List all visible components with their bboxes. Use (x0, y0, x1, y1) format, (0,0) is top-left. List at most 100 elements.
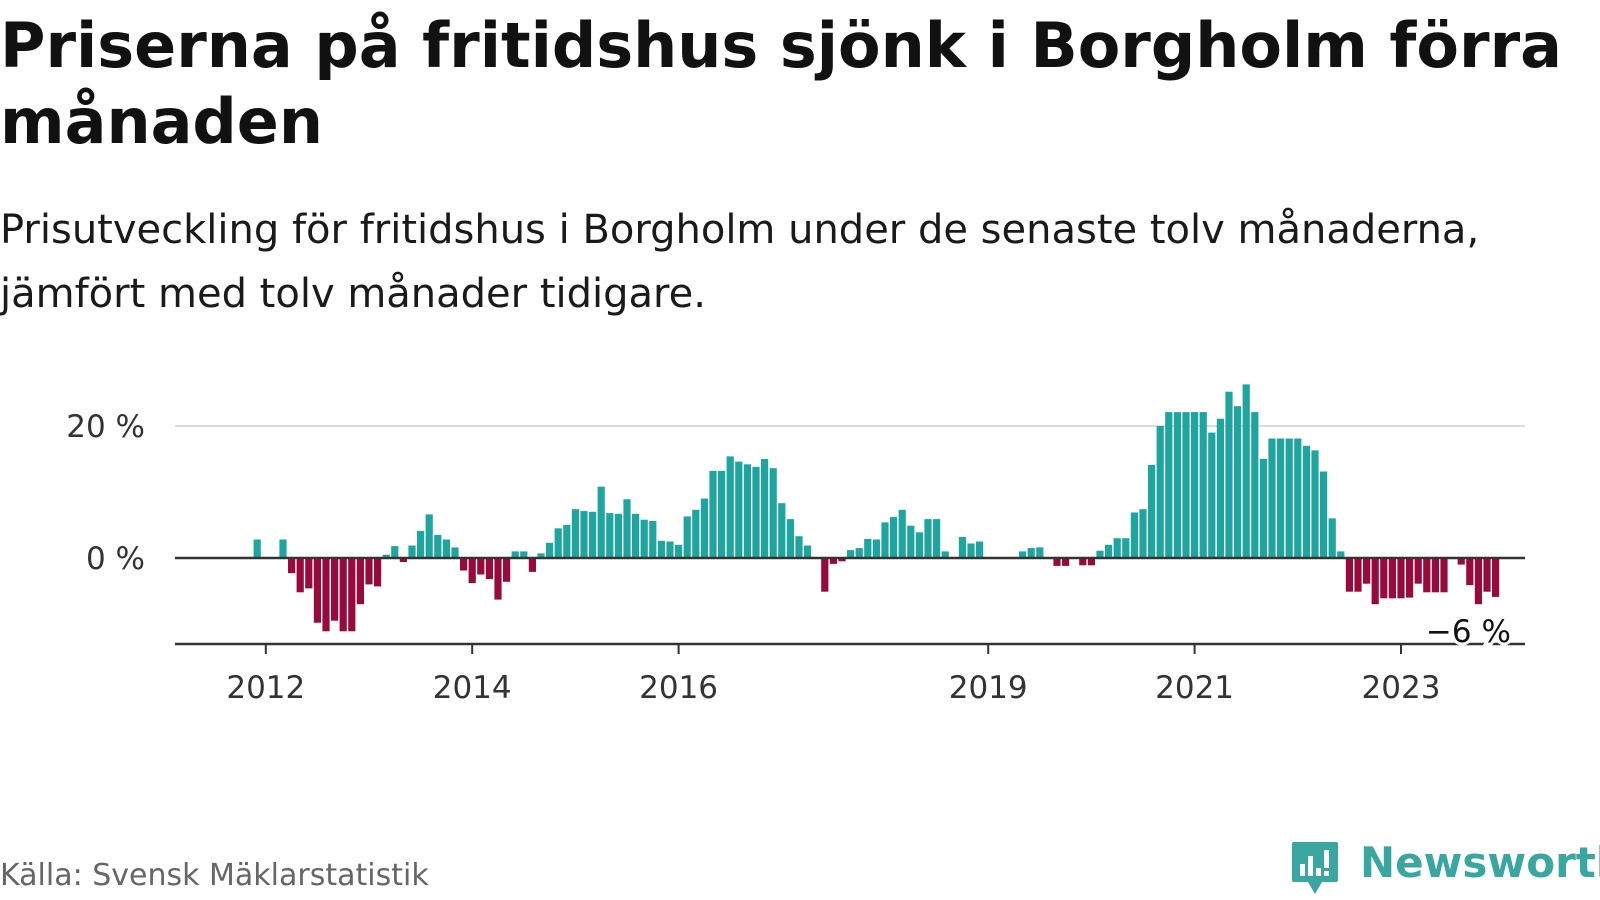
bar (881, 522, 889, 558)
bar (632, 513, 640, 558)
bar (769, 468, 777, 558)
bar (1199, 412, 1207, 558)
bar (958, 536, 966, 558)
bar (614, 513, 622, 558)
bar (847, 550, 855, 558)
bar (872, 539, 880, 558)
bar (331, 558, 339, 621)
chart-title: Priserna på fritidshus sjönk i Borgholm … (0, 9, 1562, 158)
bar (1053, 558, 1061, 566)
bar (700, 498, 708, 558)
chart-subtitle: Prisutveckling för fritidshus i Borgholm… (0, 207, 1480, 317)
bar (898, 509, 906, 558)
bar (804, 545, 812, 558)
bar (864, 538, 872, 558)
bar (528, 558, 536, 572)
bar (718, 470, 726, 558)
bar (941, 551, 949, 558)
bar (1251, 412, 1259, 558)
label-layer: 0 % 20 % 2012 2014 2016 2019 2021 2023 −6 % (66, 409, 1514, 706)
bar (399, 558, 407, 562)
bar (1294, 438, 1302, 558)
bar (348, 558, 356, 632)
bar (1234, 406, 1242, 558)
y-tick-label: 20 % (66, 409, 145, 445)
bar (1320, 471, 1328, 558)
bar (1354, 558, 1362, 592)
bar (537, 553, 545, 558)
bar (761, 459, 769, 558)
bar (391, 546, 399, 558)
bar (778, 503, 786, 558)
bar (1139, 509, 1147, 558)
bar (1019, 551, 1027, 558)
bar (1277, 438, 1285, 558)
bar (288, 558, 296, 574)
bar (305, 558, 313, 589)
bar (640, 519, 648, 558)
bar (1165, 412, 1173, 558)
bar (907, 525, 915, 558)
bar (1483, 558, 1491, 592)
bar (675, 544, 683, 558)
bar (1457, 558, 1465, 565)
bar (915, 532, 923, 558)
bar (1259, 459, 1267, 558)
bar (296, 558, 304, 593)
bar (494, 558, 502, 600)
bar (1414, 558, 1422, 584)
x-tick-label: 2021 (1155, 670, 1234, 706)
bar (460, 558, 468, 571)
brand-name: Newsworthy (1360, 838, 1600, 887)
bar (408, 545, 416, 558)
bar (855, 548, 863, 558)
bar (1062, 558, 1070, 566)
bar (1397, 558, 1405, 599)
bar (1079, 558, 1087, 566)
bar (692, 509, 700, 558)
bar (279, 539, 287, 558)
bar (735, 461, 743, 558)
bar (1474, 558, 1482, 605)
bar (1105, 544, 1113, 558)
bar (1311, 450, 1319, 558)
bar (1225, 391, 1233, 558)
bar (322, 558, 330, 632)
bar-chart: 0 % 20 % 2012 2014 2016 2019 2021 2023 −6 % (66, 384, 1525, 706)
bar (1216, 418, 1224, 558)
bar (924, 519, 932, 558)
bar-layer (253, 384, 1500, 632)
bar (554, 528, 562, 558)
bar (313, 558, 321, 623)
source-note: Källa: Svensk Mäklarstatistik (0, 858, 429, 893)
bar (477, 558, 485, 575)
bar (434, 534, 442, 558)
x-tick-label: 2023 (1362, 670, 1441, 706)
bar (821, 558, 829, 592)
bar (1371, 558, 1379, 605)
bar (485, 558, 493, 580)
bar (1431, 558, 1439, 593)
bar (1156, 426, 1164, 558)
bar (1406, 558, 1414, 598)
bar (503, 558, 511, 582)
bar (417, 530, 425, 558)
bar (1208, 432, 1216, 558)
bar (589, 511, 597, 558)
bar (649, 521, 657, 558)
bar (1268, 438, 1276, 558)
x-tick-label: 2012 (226, 670, 305, 706)
bar (1345, 558, 1353, 592)
axis-layer (175, 556, 1525, 654)
bar (1173, 412, 1181, 558)
latest-value-label: −6 % (1426, 614, 1511, 650)
bar (666, 541, 674, 558)
bar (795, 536, 803, 558)
bar (1466, 558, 1474, 586)
bar (967, 543, 975, 558)
bar (580, 511, 588, 558)
bar (511, 551, 519, 558)
bar (933, 519, 941, 558)
bar (683, 516, 691, 558)
bar (1492, 558, 1500, 597)
